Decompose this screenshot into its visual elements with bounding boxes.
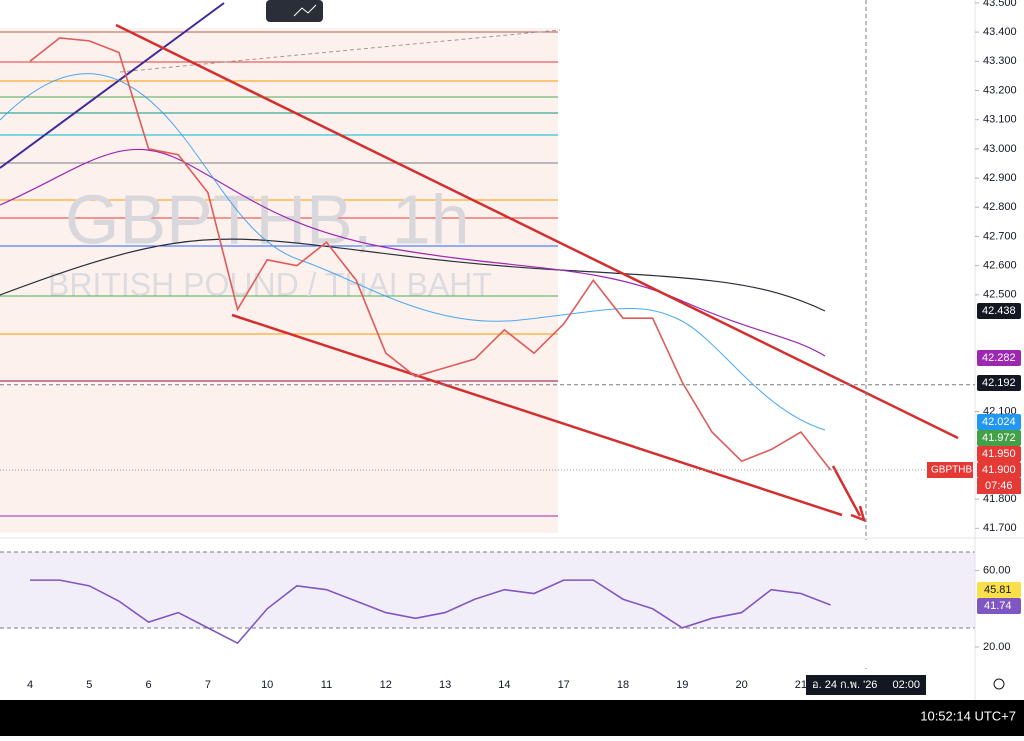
toolbar[interactable] bbox=[266, 0, 323, 22]
y-tick-label: 43.500 bbox=[983, 0, 1017, 9]
y-tick-label: 43.000 bbox=[983, 143, 1017, 155]
y-tick-label: 41.800 bbox=[983, 493, 1017, 505]
date-tag bbox=[806, 675, 926, 695]
rsi-tick-label: 20.00 bbox=[983, 641, 1011, 653]
rsi-tag bbox=[977, 598, 1021, 614]
y-tick-label: 42.900 bbox=[983, 172, 1017, 184]
x-tick-label: 20 bbox=[735, 679, 747, 691]
price-tag-label: 42.192 bbox=[982, 377, 1016, 389]
x-tick-label: 17 bbox=[558, 679, 570, 691]
settings-icon[interactable] bbox=[993, 678, 1005, 690]
x-tick-label: 12 bbox=[380, 679, 392, 691]
y-tick-label: 42.600 bbox=[983, 260, 1017, 272]
watermark-name: BRITISH POUND / THAI BAHT bbox=[48, 266, 492, 302]
y-tick-label: 43.100 bbox=[983, 114, 1017, 126]
y-tick-label: 41.700 bbox=[983, 522, 1017, 534]
ma-200 bbox=[0, 238, 826, 312]
price-tag bbox=[977, 350, 1021, 366]
x-tick-label: 6 bbox=[146, 679, 152, 691]
rsi-tag-label: 41.74 bbox=[984, 600, 1012, 612]
price-tag bbox=[977, 462, 1021, 478]
price-tag bbox=[977, 414, 1021, 430]
y-tick-label: 42.700 bbox=[983, 230, 1017, 242]
fib-levels bbox=[0, 31, 558, 517]
arrow bbox=[831, 465, 866, 523]
y-tick-label: 43.200 bbox=[983, 84, 1017, 96]
toolbar-icon bbox=[293, 4, 317, 17]
rsi-line bbox=[30, 579, 831, 645]
x-tick-label: 14 bbox=[498, 679, 510, 691]
y-tick-label: 43.400 bbox=[983, 26, 1017, 38]
ma-100 bbox=[0, 148, 826, 357]
y-tick-label: 42.500 bbox=[983, 289, 1017, 301]
y-tick-label: 42.800 bbox=[983, 201, 1017, 213]
trend-line bbox=[0, 2, 225, 169]
price-tag bbox=[977, 375, 1021, 391]
rsi-tag bbox=[977, 582, 1021, 598]
x-tick-label: 18 bbox=[617, 679, 629, 691]
x-tick-label: 7 bbox=[205, 679, 211, 691]
price-tag-label: 42.438 bbox=[982, 305, 1016, 317]
price-tag-label: 42.024 bbox=[982, 416, 1016, 428]
channel-top bbox=[115, 23, 959, 440]
x-tick-label: 21 bbox=[795, 679, 807, 691]
countdown-tag bbox=[977, 478, 1021, 494]
price-tag bbox=[977, 303, 1021, 319]
x-tick-label: 10 bbox=[261, 679, 273, 691]
price-tag-label: 41.972 bbox=[982, 432, 1016, 444]
symbol-tag bbox=[927, 462, 973, 478]
price-tag-label: 41.900 bbox=[982, 464, 1016, 476]
x-tick-label: 11 bbox=[321, 679, 332, 691]
fib-zone bbox=[0, 28, 558, 533]
symbol-tag-label: GBPTHB bbox=[931, 465, 972, 476]
ma-50 bbox=[0, 73, 826, 431]
rsi-tag-label: 45.81 bbox=[984, 584, 1012, 596]
price-tag-label: 41.950 bbox=[982, 448, 1016, 460]
price-tag bbox=[977, 430, 1021, 446]
x-tick-label: 5 bbox=[86, 679, 92, 691]
x-tick-label: 13 bbox=[439, 679, 451, 691]
clock: 10:52:14 UTC+7 bbox=[920, 708, 1016, 723]
rsi-tick-label: 60.00 bbox=[983, 564, 1011, 576]
price-tag-label: 42.282 bbox=[982, 352, 1016, 364]
y-tick-label: 43.300 bbox=[983, 55, 1017, 67]
watermark-symbol: GBPTHB, 1h bbox=[65, 180, 470, 258]
x-tick-label: 4 bbox=[27, 679, 33, 691]
countdown-label: 07:46 bbox=[985, 480, 1013, 492]
x-tick-label: 19 bbox=[676, 679, 688, 691]
trend-line bbox=[119, 29, 561, 73]
rsi-band bbox=[0, 552, 975, 628]
channel-bottom bbox=[231, 313, 843, 517]
time-label: 02:00 bbox=[892, 679, 920, 691]
status-bar bbox=[0, 700, 1024, 736]
price-tag bbox=[977, 446, 1021, 462]
date-label: อ. 24 ก.พ. '26 bbox=[812, 679, 877, 691]
price-line bbox=[29, 37, 832, 471]
